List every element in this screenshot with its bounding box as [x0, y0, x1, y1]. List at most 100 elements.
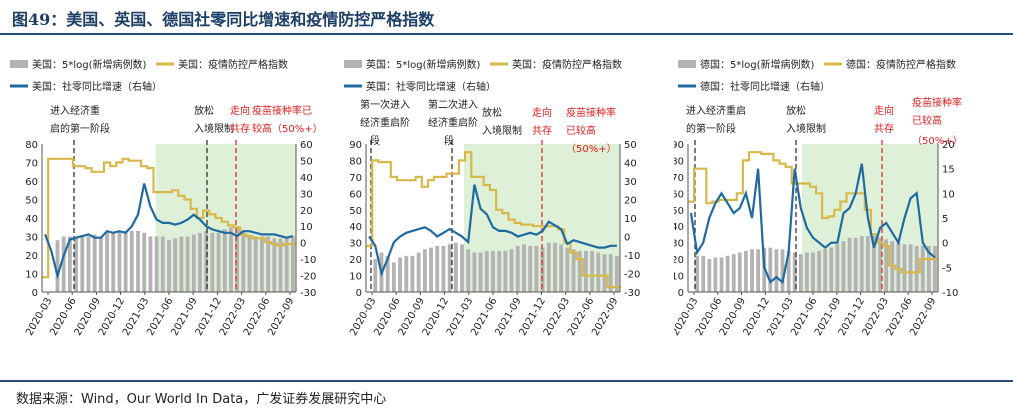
- legend-label: 英国：疫情防控严格指数: [512, 58, 622, 71]
- y-tick-right: 5: [942, 214, 948, 225]
- legend-label: 英国：社零同比增速（右轴）: [366, 80, 496, 93]
- y-tick-left: 60: [349, 189, 362, 200]
- bar: [429, 247, 433, 292]
- bar: [497, 250, 502, 292]
- legend-label: 德国：5*log(新增病例数): [700, 58, 815, 71]
- series-line-retail: [44, 183, 294, 280]
- annotation-text: 放松: [482, 106, 502, 119]
- bar: [216, 232, 221, 292]
- y-tick-right: 10: [624, 214, 637, 225]
- y-tick-right: 20: [942, 140, 955, 151]
- annotation-text: 启的第一阶段: [50, 122, 110, 135]
- bar: [185, 236, 190, 292]
- bar: [247, 234, 252, 292]
- y-tick-left: 30: [349, 239, 362, 250]
- annotation-text: 已较高: [566, 124, 596, 137]
- legend-label: 德国：社零同比增速（右轴）: [700, 80, 830, 93]
- y-tick-left: 40: [25, 214, 38, 225]
- bar: [565, 247, 570, 292]
- y-tick-right: 10: [942, 189, 955, 200]
- bar: [241, 230, 246, 292]
- panel-de: 德国：5*log(新增病例数) 德国：疫情防控严格指数 德国：社零同比增速（右轴） 0…: [674, 40, 1004, 375]
- annotation-text: 的第一阶段: [686, 122, 736, 135]
- bar: [278, 238, 283, 292]
- bar: [92, 234, 97, 292]
- bar: [385, 255, 390, 292]
- bar: [614, 255, 619, 292]
- bar: [117, 230, 122, 292]
- bar: [847, 237, 852, 292]
- bar: [534, 245, 539, 292]
- bar: [154, 236, 159, 292]
- source-note: 数据来源：Wind，Our World In Data，广发证券发展研究中心: [16, 392, 387, 407]
- bar: [210, 232, 215, 292]
- bar: [859, 236, 864, 292]
- y-tick-right: 30: [624, 177, 637, 188]
- y-tick-left: 50: [674, 206, 684, 217]
- bar: [522, 244, 526, 292]
- bar: [98, 236, 103, 292]
- y-tick-right: 20: [300, 206, 313, 217]
- bar: [896, 242, 901, 292]
- bar: [920, 245, 925, 292]
- y-tick-left: 20: [674, 255, 684, 266]
- y-tick-right: 20: [624, 196, 637, 207]
- bar: [559, 244, 564, 292]
- bar: [266, 236, 271, 292]
- annotation-text: 段: [444, 134, 454, 147]
- bar: [148, 236, 153, 292]
- y-tick-left: 60: [674, 189, 684, 200]
- bar: [908, 244, 913, 292]
- bar: [173, 238, 178, 292]
- y-tick-left: 60: [25, 177, 38, 188]
- annotation-text: 走向: [874, 104, 894, 117]
- y-tick-right: -10: [942, 288, 958, 299]
- annotation-text: 入境限制: [482, 124, 522, 137]
- bar: [719, 257, 724, 292]
- y-tick-left: 0: [678, 288, 684, 299]
- annotation-text: 共存: [532, 124, 552, 137]
- bar: [817, 250, 821, 292]
- bar: [731, 254, 736, 292]
- bar: [750, 249, 754, 292]
- annotation-text: 疫苗接种率已: [252, 104, 312, 117]
- bar: [841, 241, 846, 292]
- series-line-retail: [368, 184, 617, 278]
- bar: [926, 245, 931, 292]
- bar: [695, 255, 700, 292]
- bar: [460, 244, 464, 292]
- bar: [805, 252, 809, 292]
- bar: [416, 252, 421, 292]
- bar: [853, 237, 858, 292]
- legend-label: 美国：5*log(新增病例数): [32, 58, 147, 71]
- bar: [590, 250, 595, 292]
- y-tick-right: -5: [942, 263, 952, 274]
- y-tick-left: 90: [674, 140, 684, 151]
- y-tick-right: -10: [300, 255, 316, 266]
- bar: [123, 230, 128, 292]
- y-tick-left: 90: [349, 140, 362, 151]
- bar: [129, 230, 134, 292]
- bar: [865, 236, 870, 292]
- bar: [713, 257, 718, 292]
- bar: [509, 249, 514, 292]
- bar: [253, 236, 258, 292]
- bar: [577, 250, 582, 292]
- bar: [222, 229, 227, 292]
- bar: [756, 249, 761, 292]
- y-tick-left: 80: [25, 140, 38, 151]
- bar: [701, 255, 706, 292]
- bar: [284, 238, 289, 292]
- bar: [86, 236, 91, 292]
- bar: [105, 232, 109, 292]
- y-tick-right: 0: [942, 239, 948, 250]
- bar: [584, 250, 588, 292]
- y-tick-right: 30: [300, 189, 313, 200]
- annotation-text: 入境限制: [786, 122, 826, 135]
- bar: [55, 240, 60, 292]
- bar: [61, 236, 66, 292]
- bar: [829, 247, 834, 292]
- bar: [503, 250, 508, 292]
